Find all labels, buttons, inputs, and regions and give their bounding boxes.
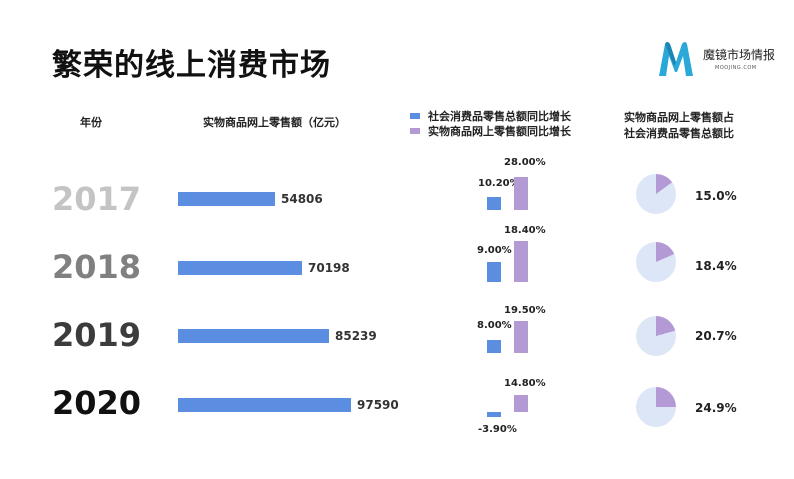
legend-item-total: 社会消费品零售总额同比增长 (410, 108, 571, 123)
amount-value: 54806 (281, 192, 323, 206)
growth-legend: 社会消费品零售总额同比增长 实物商品网上零售额同比增长 (410, 108, 571, 138)
total-growth-bar (487, 412, 501, 417)
amount-bar (178, 329, 329, 343)
total-growth-value: 9.00% (477, 245, 512, 256)
total-growth-value: -3.90% (478, 424, 517, 435)
page-title: 繁荣的线上消费市场 (52, 48, 331, 83)
share-pie (636, 174, 676, 214)
legend-label: 社会消费品零售总额同比增长 (428, 109, 571, 123)
share-value: 24.9% (695, 401, 737, 415)
amount-value: 70198 (308, 261, 350, 275)
total-growth-bar (487, 197, 501, 210)
brand-logo: 魔镜市场情报 MOOJING.COM (655, 38, 785, 80)
header-share-line2: 社会消费品零售总额比 (624, 127, 734, 140)
year-label: 2020 (52, 384, 142, 422)
header-amount: 实物商品网上零售额（亿元） (203, 116, 346, 129)
share-pie (636, 316, 676, 356)
share-value: 20.7% (695, 329, 737, 343)
total-growth-value: 10.20% (478, 178, 520, 189)
year-label: 2018 (52, 248, 142, 286)
online-growth-value: 18.40% (504, 225, 546, 236)
legend-label: 实物商品网上零售额同比增长 (428, 124, 571, 138)
total-growth-value: 8.00% (477, 320, 512, 331)
logo-url: MOOJING.COM (715, 65, 757, 71)
share-value: 18.4% (695, 259, 737, 273)
online-growth-value: 14.80% (504, 378, 546, 389)
legend-swatch-blue (410, 112, 420, 119)
share-pie (636, 242, 676, 282)
amount-value: 97590 (357, 398, 399, 412)
amount-bar (178, 398, 351, 412)
header-share-line1: 实物商品网上零售额占 (624, 111, 734, 124)
logo-name: 魔镜市场情报 (703, 48, 776, 62)
share-value: 15.0% (695, 189, 737, 203)
year-label: 2017 (52, 180, 142, 218)
header-share: 实物商品网上零售额占 社会消费品零售总额比 (624, 110, 734, 142)
amount-value: 85239 (335, 329, 377, 343)
legend-swatch-purple (410, 127, 420, 134)
amount-bar (178, 192, 275, 206)
online-growth-bar (514, 321, 528, 353)
online-growth-bar (514, 241, 528, 282)
share-pie (636, 387, 676, 427)
logo-m-icon (659, 42, 693, 76)
legend-item-online: 实物商品网上零售额同比增长 (410, 123, 571, 138)
total-growth-bar (487, 340, 501, 353)
total-growth-bar (487, 262, 501, 282)
online-growth-bar (514, 177, 528, 210)
online-growth-value: 19.50% (504, 305, 546, 316)
year-label: 2019 (52, 316, 142, 354)
online-growth-value: 28.00% (504, 157, 546, 168)
online-growth-bar (514, 395, 528, 412)
header-year: 年份 (80, 116, 102, 129)
amount-bar (178, 261, 302, 275)
